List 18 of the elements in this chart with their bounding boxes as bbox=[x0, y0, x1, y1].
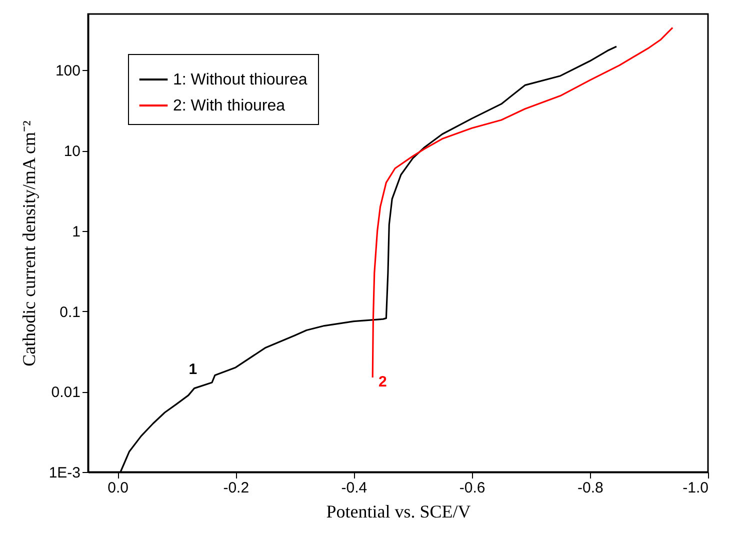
x-tick-label: -1.0 bbox=[682, 480, 708, 496]
x-tick-label: -0.4 bbox=[341, 480, 368, 496]
legend-label: 2: With thiourea bbox=[173, 98, 286, 114]
y-tick-label: 1E-3 bbox=[48, 464, 80, 482]
y-tick-label: 0.1 bbox=[60, 304, 80, 321]
y-tick-label: 100 bbox=[55, 62, 80, 80]
y-tick-label: 1 bbox=[72, 223, 80, 240]
y-axis-title: Cathodic current density/mA cm⁻² bbox=[18, 120, 39, 366]
x-axis-title: Potential vs. SCE/V bbox=[326, 502, 471, 522]
annotation: 2 bbox=[378, 373, 387, 390]
x-tick-label: -0.2 bbox=[223, 480, 250, 496]
x-tick-label: -0.8 bbox=[577, 480, 604, 496]
y-tick-label: 10 bbox=[64, 143, 80, 160]
legend-label: 1: Without thiourea bbox=[173, 72, 308, 88]
x-tick-label: -0.6 bbox=[459, 480, 486, 496]
y-tick-label: 0.01 bbox=[51, 384, 80, 402]
annotation: 1 bbox=[188, 361, 198, 378]
x-tick-label: 0.0 bbox=[108, 480, 128, 496]
